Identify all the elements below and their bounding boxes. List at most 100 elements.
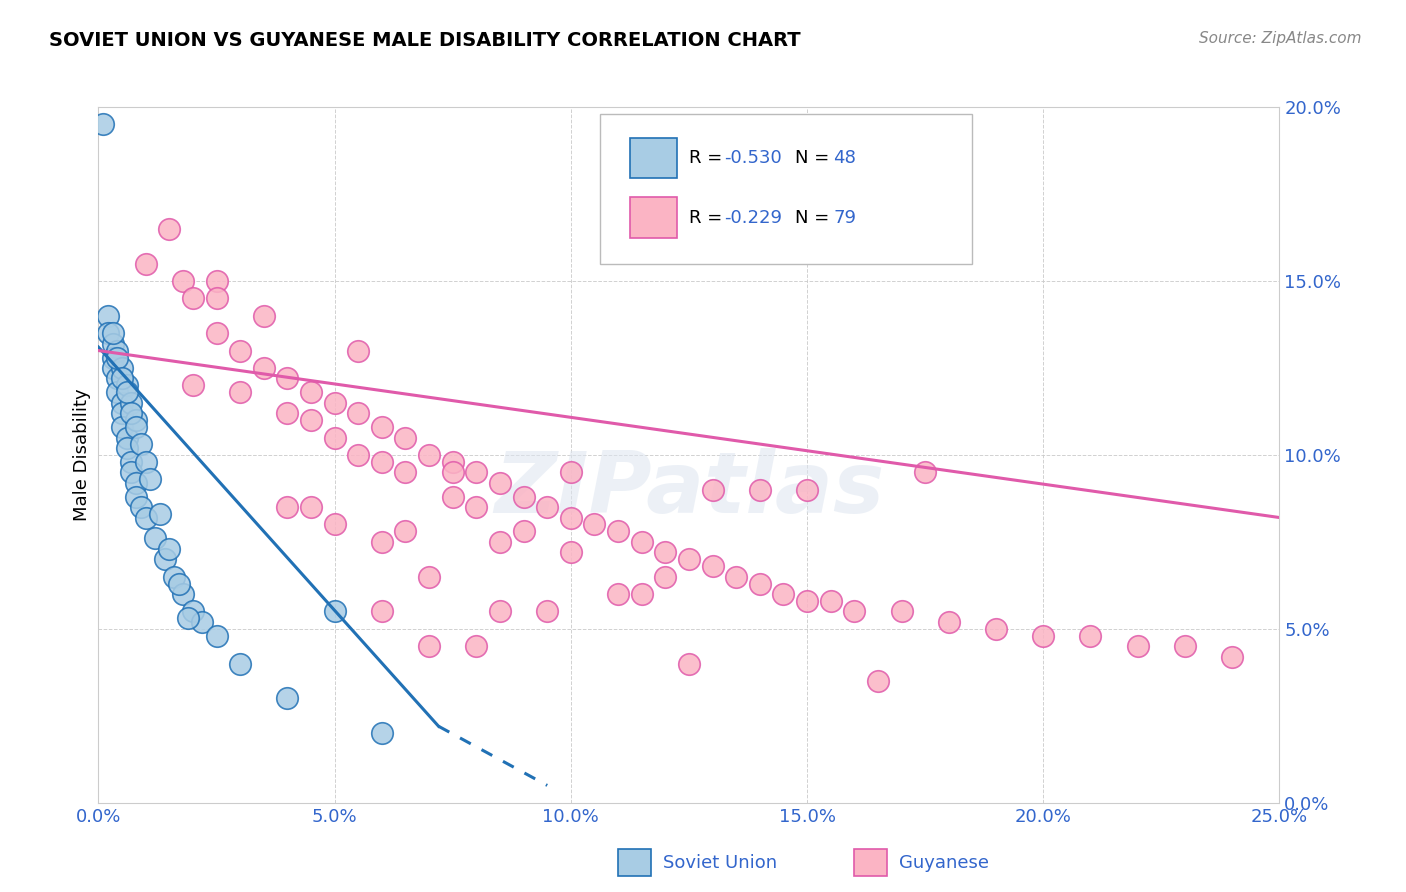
Point (129, 437, 152, 451)
Point (607, 524, 630, 539)
Point (394, 524, 416, 539)
Point (820, 594, 842, 608)
Point (489, 475, 512, 490)
Point (172, 274, 194, 288)
Point (465, 639, 488, 653)
Point (418, 448, 440, 462)
Point (299, 385, 322, 400)
Point (111, 420, 134, 434)
Point (1174, 639, 1197, 653)
Point (115, 441, 138, 455)
Text: R =: R = (689, 149, 728, 167)
Y-axis label: Male Disability: Male Disability (73, 389, 91, 521)
Point (702, 483, 724, 497)
Text: Guyanese: Guyanese (900, 854, 990, 871)
Point (725, 570, 748, 584)
Point (678, 657, 700, 671)
Point (229, 657, 252, 671)
Point (441, 490, 464, 504)
Point (394, 466, 416, 480)
FancyBboxPatch shape (619, 849, 651, 876)
Point (105, 385, 128, 400)
Point (205, 629, 228, 643)
Point (654, 570, 676, 584)
Point (101, 351, 124, 365)
FancyBboxPatch shape (600, 114, 973, 263)
Point (371, 420, 394, 434)
Point (1080, 629, 1102, 643)
Point (371, 605, 394, 619)
Point (101, 326, 124, 340)
Point (276, 500, 298, 514)
Point (181, 378, 204, 392)
Point (191, 615, 214, 629)
Point (229, 385, 252, 400)
Point (465, 466, 488, 480)
Point (796, 483, 818, 497)
Point (253, 309, 276, 323)
Point (105, 343, 128, 358)
Point (299, 413, 322, 427)
Text: N =: N = (796, 149, 835, 167)
Point (465, 500, 488, 514)
Point (105, 351, 128, 365)
Point (276, 691, 298, 706)
Point (299, 500, 322, 514)
Text: 79: 79 (832, 209, 856, 227)
Point (748, 576, 770, 591)
Point (125, 475, 148, 490)
Point (111, 396, 134, 410)
Point (654, 545, 676, 559)
Point (866, 674, 889, 689)
Point (121, 406, 143, 420)
Point (772, 587, 794, 601)
Point (796, 594, 818, 608)
Point (512, 490, 534, 504)
Point (276, 406, 298, 420)
Point (153, 552, 176, 566)
Point (115, 385, 138, 400)
Point (844, 605, 866, 619)
Point (167, 576, 190, 591)
Point (323, 517, 346, 532)
FancyBboxPatch shape (630, 197, 678, 238)
Point (115, 431, 138, 445)
Text: Soviet Union: Soviet Union (664, 854, 778, 871)
Text: Source: ZipAtlas.com: Source: ZipAtlas.com (1198, 31, 1361, 46)
Point (536, 605, 558, 619)
Point (560, 510, 582, 524)
Point (418, 570, 440, 584)
Point (489, 605, 512, 619)
Point (111, 406, 134, 420)
Point (607, 587, 630, 601)
Point (205, 291, 228, 305)
Point (323, 431, 346, 445)
Point (121, 455, 143, 469)
Point (347, 343, 370, 358)
Point (890, 605, 912, 619)
Point (394, 431, 416, 445)
Point (441, 466, 464, 480)
Point (121, 466, 143, 480)
Point (163, 570, 186, 584)
Text: -0.530: -0.530 (724, 149, 782, 167)
Point (371, 534, 394, 549)
Point (172, 587, 194, 601)
Point (135, 455, 157, 469)
FancyBboxPatch shape (855, 849, 887, 876)
Point (583, 517, 606, 532)
Point (125, 490, 148, 504)
Point (630, 587, 652, 601)
Point (323, 396, 346, 410)
Point (157, 541, 180, 556)
Point (205, 326, 228, 340)
Point (125, 413, 148, 427)
Point (347, 448, 370, 462)
Point (101, 336, 124, 351)
Point (1126, 639, 1149, 653)
Point (205, 274, 228, 288)
Point (984, 622, 1007, 636)
Point (276, 371, 298, 385)
Point (323, 605, 346, 619)
Point (91, 117, 114, 131)
